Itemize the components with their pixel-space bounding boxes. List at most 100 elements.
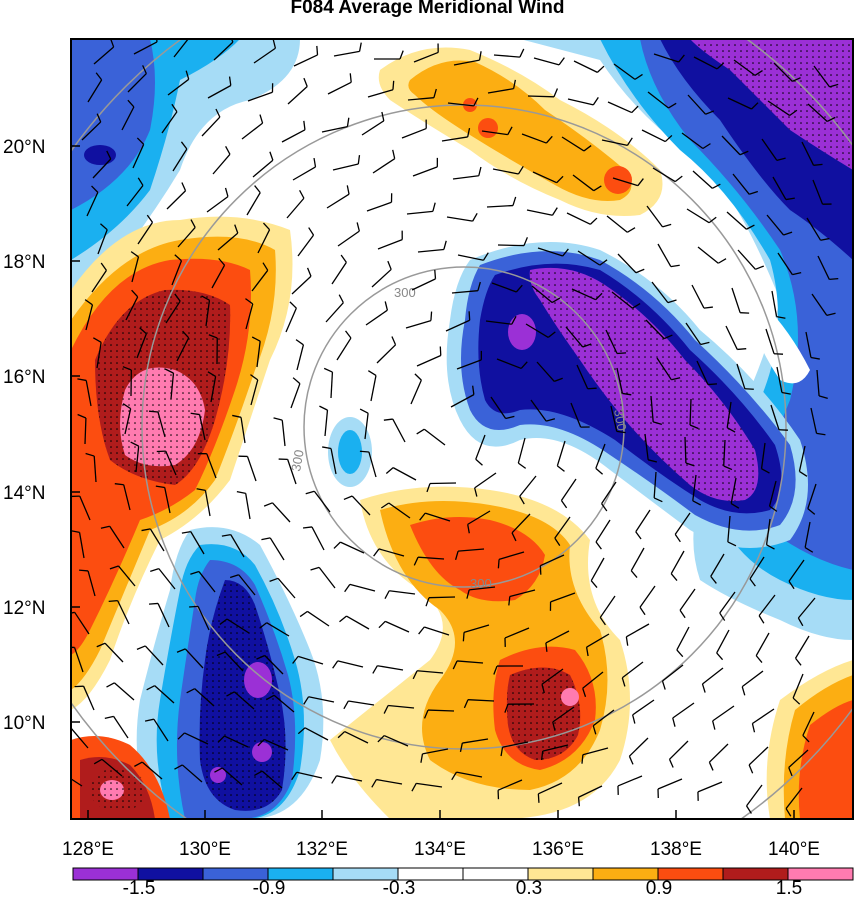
wind-barb-staff (777, 252, 793, 276)
wind-barb-staff (669, 740, 689, 760)
wind-barb-feather (100, 262, 107, 271)
wind-barb-staff (85, 380, 92, 407)
wind-barb-feather (755, 655, 763, 663)
wind-barb-staff (788, 749, 809, 768)
wind-barb-feather (632, 303, 641, 309)
wind-barb-staff (650, 395, 654, 422)
wind-barb-feather (478, 51, 482, 61)
wind-barb-feather (726, 427, 736, 433)
wind-barb-feather (661, 680, 666, 690)
wind-barb-staff (731, 287, 741, 313)
wind-barb-staff (761, 138, 778, 161)
wind-barb-staff (657, 243, 672, 267)
wind-barb-feather (826, 312, 836, 317)
wind-barb-staff (527, 95, 555, 98)
wind-barb-staff (647, 91, 669, 109)
wind-barb-staff (807, 483, 817, 509)
wind-barb-staff (806, 217, 822, 241)
wind-barb-feather (583, 145, 592, 152)
wind-barb-feather (670, 573, 678, 581)
wind-barb-feather (622, 392, 632, 396)
wind-barb-feather (337, 731, 346, 739)
wind-barb-staff (406, 210, 433, 215)
wind-barb-feather (593, 185, 602, 192)
wind-barb-feather (371, 779, 377, 788)
wind-barb-feather (165, 368, 174, 374)
wind-barb-feather (616, 430, 626, 434)
wind-barb-staff (93, 456, 97, 483)
wind-barb-feather (412, 670, 418, 680)
wind-barb-staff (540, 554, 565, 567)
wind-barb-feather (592, 97, 599, 106)
wind-barb-feather (589, 217, 598, 225)
wind-barb-feather (797, 617, 804, 627)
wind-barb-feather (71, 611, 75, 614)
wind-barb-feather (177, 732, 185, 740)
wind-barb-feather (478, 166, 482, 176)
wind-barb-feather (754, 69, 763, 76)
wind-barb-feather (359, 408, 369, 414)
wind-barb-feather (104, 715, 114, 719)
wind-barb-feather (345, 330, 352, 339)
wind-barb-feather (829, 277, 839, 281)
wind-barb-feather (635, 268, 645, 274)
wind-barb-feather (792, 77, 801, 82)
wind-barb-feather (338, 294, 344, 303)
wind-barb-feather (741, 686, 746, 696)
wind-barb-feather (322, 446, 332, 450)
wind-barb-staff (330, 448, 337, 475)
wind-barb-staff (674, 512, 691, 535)
wind-barb-feather (254, 770, 263, 777)
wind-barb-staff (213, 41, 234, 61)
wind-barb-staff (324, 410, 329, 437)
wind-barb-staff (253, 47, 276, 64)
wind-barb-feather (144, 718, 154, 722)
wind-barb-staff (590, 557, 605, 581)
wind-barb-staff (257, 229, 271, 254)
wind-barb-staff (87, 79, 103, 103)
wind-barb-staff (556, 440, 566, 467)
wind-barb-staff (656, 357, 672, 381)
wind-barb-staff (772, 176, 787, 200)
wind-barb-staff (496, 358, 522, 370)
wind-barb-feather (308, 227, 315, 236)
wind-barb-feather (554, 537, 561, 546)
wind-barb-feather (216, 651, 226, 657)
wind-barb-staff (177, 227, 196, 248)
wind-barb-staff (570, 402, 582, 428)
wind-barb-staff (755, 632, 770, 656)
wind-barb-feather (727, 541, 737, 547)
wind-barb-staff (158, 568, 176, 590)
wind-barb-staff (149, 528, 165, 552)
wind-barb-feather (459, 742, 463, 753)
wind-barb-staff (519, 475, 537, 497)
wind-barb-feather (590, 580, 598, 588)
wind-barb-feather (818, 395, 828, 400)
wind-barb-feather (108, 599, 118, 603)
wind-barb-feather (663, 334, 673, 340)
colorbar-label: 1.5 (776, 878, 802, 899)
wind-barb-feather (710, 575, 717, 584)
wind-barb-feather (556, 465, 565, 472)
wind-barb-feather (79, 569, 89, 572)
wind-barb-staff (136, 333, 147, 359)
wind-barb-staff (365, 309, 388, 326)
wind-barb-feather (261, 537, 271, 541)
wind-barb-staff (576, 364, 589, 389)
wind-barb-feather (705, 110, 715, 115)
wind-barb-feather (512, 79, 517, 89)
wind-barb-feather (254, 185, 261, 194)
wind-barb-staff (287, 86, 308, 105)
wind-barb-staff (692, 170, 713, 189)
wind-barb-staff (157, 603, 170, 628)
wind-barb-staff (662, 664, 684, 682)
wind-barb-feather (769, 505, 778, 512)
wind-barb-staff (554, 516, 571, 539)
wind-barb-staff (224, 651, 244, 672)
wind-barb-staff (481, 130, 508, 136)
wind-barb-staff (206, 196, 229, 213)
wind-barb-staff (736, 363, 746, 389)
wind-barb-feather (176, 648, 186, 653)
wind-barb-feather (122, 403, 132, 410)
wind-barb-feather (792, 697, 801, 705)
